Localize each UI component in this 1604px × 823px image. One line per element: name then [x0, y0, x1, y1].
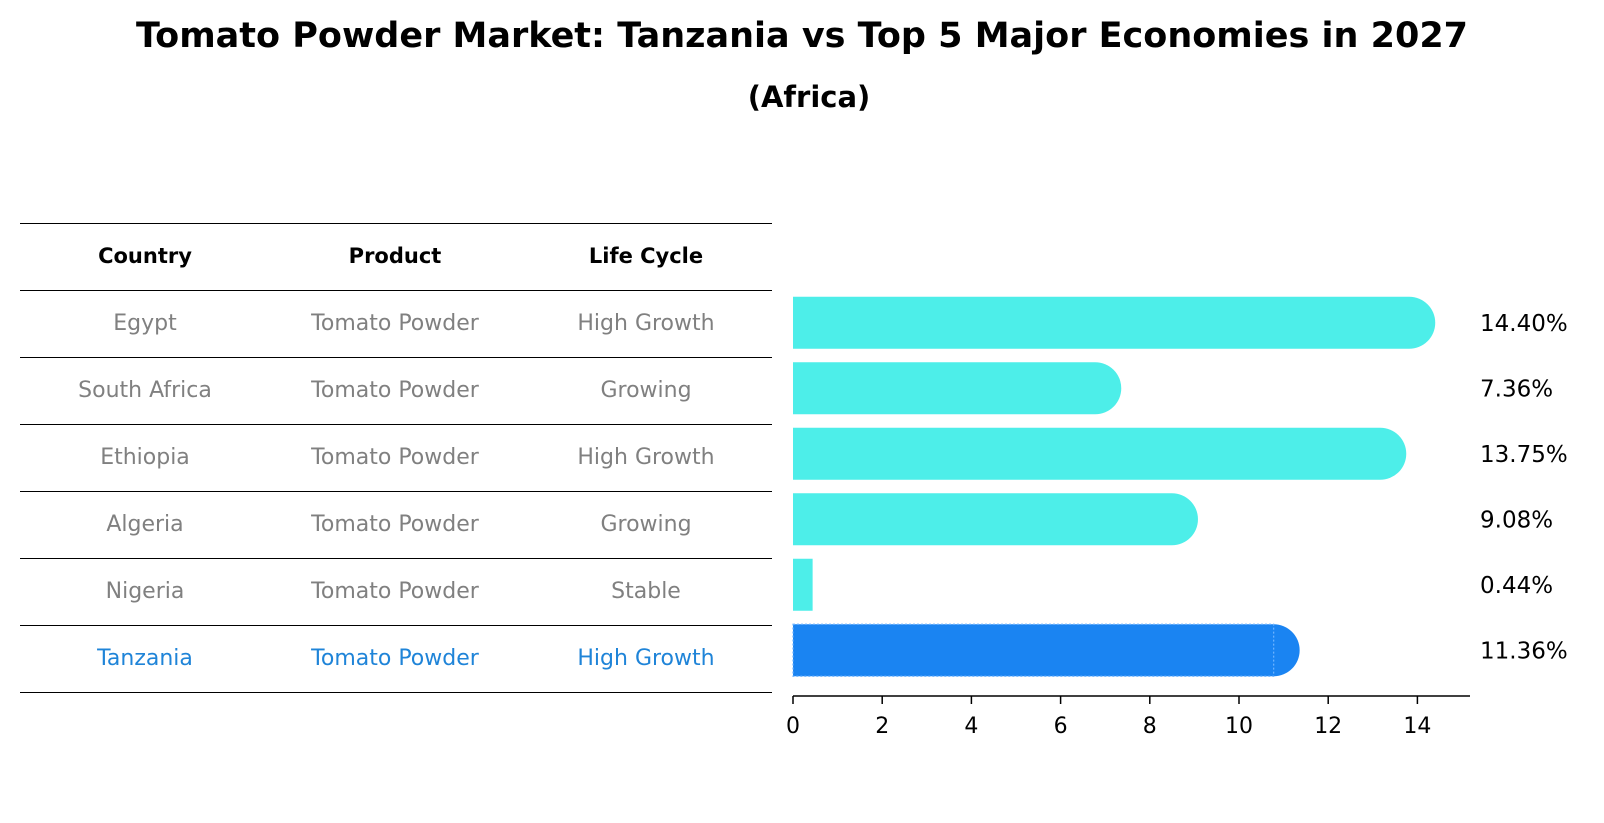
life-cycle-cell: High Growth [577, 311, 715, 336]
x-tick-label-0: 0 [786, 714, 800, 739]
header-product: Product [348, 244, 442, 268]
product-cell: Tomato Powder [311, 311, 479, 336]
header-country: Country [98, 244, 192, 268]
x-tick-label-2: 2 [875, 714, 889, 739]
bar-algeria [793, 493, 1198, 546]
value-label-ethiopia: 13.75% [1480, 442, 1568, 468]
country-cell: Tanzania [97, 646, 193, 671]
x-tick-label-14: 14 [1403, 714, 1431, 739]
bar-tanzania [793, 624, 1300, 677]
table-row-highlight: Tanzania Tomato Powder High Growth [20, 625, 772, 693]
table-row: Algeria Tomato Powder Growing [20, 491, 772, 558]
chart-subtitle: (Africa) [747, 80, 871, 114]
country-cell: Egypt [113, 311, 177, 336]
product-cell: Tomato Powder [311, 579, 479, 604]
country-cell: Algeria [106, 512, 184, 537]
x-tick-label-10: 10 [1225, 714, 1253, 739]
life-cycle-cell: Growing [600, 378, 692, 403]
life-cycle-cell: High Growth [577, 445, 715, 470]
table-row: Egypt Tomato Powder High Growth [20, 290, 772, 357]
x-tick-label-6: 6 [1054, 714, 1068, 739]
country-cell: Nigeria [105, 579, 185, 604]
value-label-south-africa: 7.36% [1480, 376, 1553, 402]
life-cycle-cell: High Growth [577, 646, 715, 671]
table-header-row: Country Product Life Cycle [20, 223, 772, 290]
product-cell: Tomato Powder [311, 646, 479, 671]
bar-nigeria [793, 558, 813, 611]
x-tick-label-12: 12 [1314, 714, 1342, 739]
value-label-nigeria: 0.44% [1480, 573, 1553, 599]
product-cell: Tomato Powder [311, 378, 479, 403]
country-table: Country Product Life Cycle Egypt Tomato … [20, 223, 772, 693]
value-label-algeria: 9.08% [1480, 507, 1553, 533]
product-cell: Tomato Powder [311, 445, 479, 470]
value-label-tanzania: 11.36% [1480, 638, 1568, 664]
product-cell: Tomato Powder [311, 512, 479, 537]
bar-south-africa [793, 362, 1122, 415]
bar-highlight-outline [792, 623, 1275, 677]
bar-egypt [793, 296, 1436, 349]
bar-ethiopia [793, 427, 1407, 480]
value-label-egypt: 14.40% [1480, 311, 1568, 337]
country-cell: South Africa [78, 378, 212, 403]
table-row: South Africa Tomato Powder Growing [20, 357, 772, 424]
table-row: Nigeria Tomato Powder Stable [20, 558, 772, 625]
country-cell: Ethiopia [100, 445, 190, 470]
x-tick-label-8: 8 [1143, 714, 1157, 739]
table-row: Ethiopia Tomato Powder High Growth [20, 424, 772, 491]
x-tick-label-4: 4 [964, 714, 978, 739]
chart-title: Tomato Powder Market: Tanzania vs Top 5 … [135, 16, 1469, 56]
header-life-cycle: Life Cycle [588, 244, 704, 268]
life-cycle-cell: Stable [611, 579, 681, 604]
life-cycle-cell: Growing [600, 512, 692, 537]
